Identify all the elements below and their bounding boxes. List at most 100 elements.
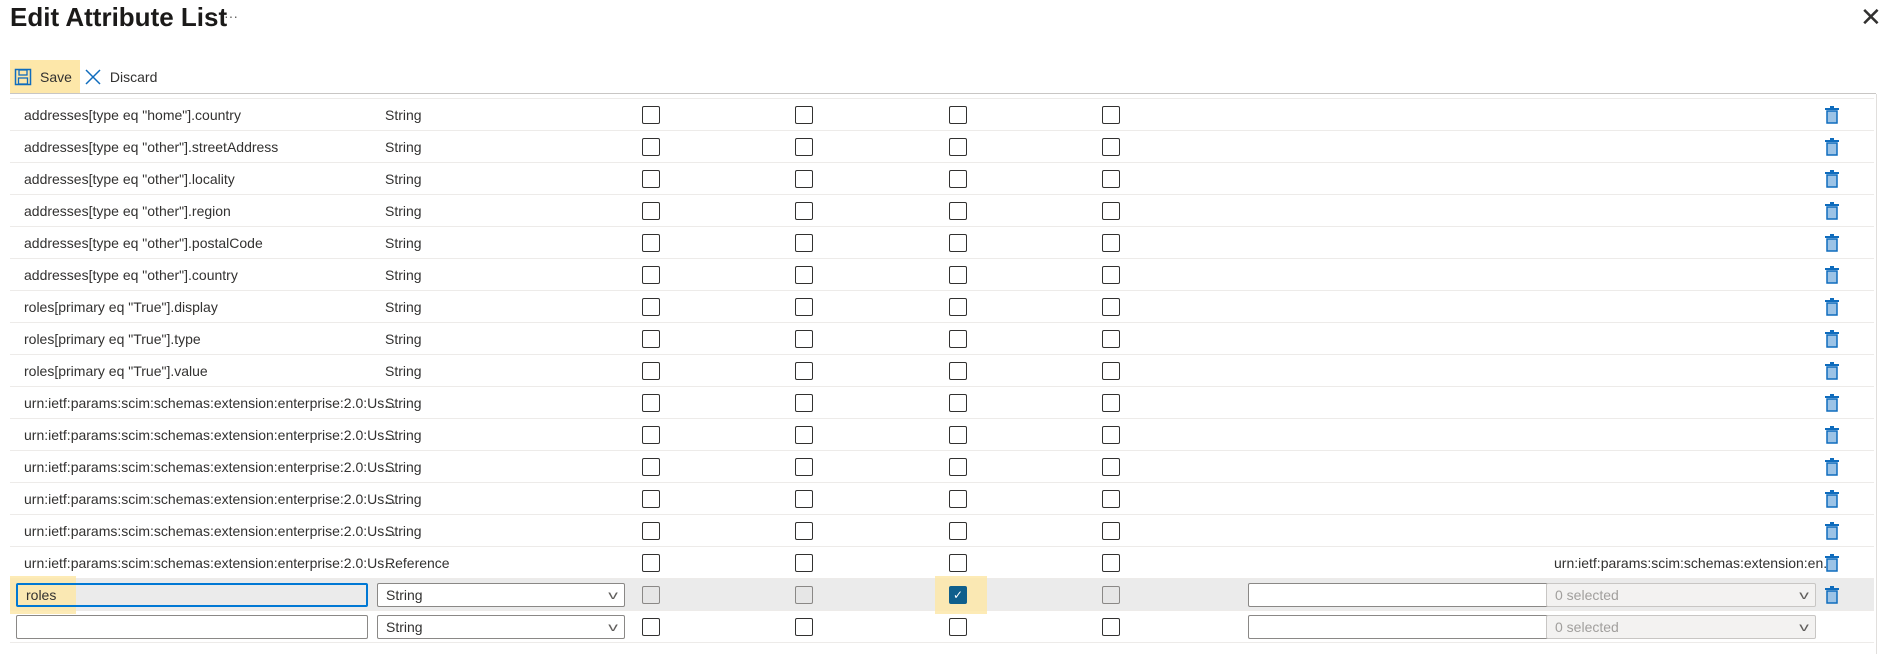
- checkbox-col-3[interactable]: [949, 394, 967, 412]
- checkbox-col-1[interactable]: [642, 426, 660, 444]
- checkbox-col-1[interactable]: [642, 330, 660, 348]
- delete-icon[interactable]: [1824, 195, 1840, 227]
- checkbox-col-3[interactable]: [949, 298, 967, 316]
- checkbox-col-4[interactable]: [1102, 266, 1120, 284]
- checkbox-col-2[interactable]: [795, 298, 813, 316]
- close-button[interactable]: ✕: [1860, 2, 1882, 32]
- delete-icon[interactable]: [1824, 291, 1840, 323]
- checkbox-col-3[interactable]: [949, 458, 967, 476]
- checkbox-col-4[interactable]: [1102, 330, 1120, 348]
- checkbox-col-4[interactable]: [1102, 138, 1120, 156]
- checkbox-col-4[interactable]: [1102, 170, 1120, 188]
- delete-icon[interactable]: [1824, 451, 1840, 483]
- checkbox-col-1[interactable]: [642, 490, 660, 508]
- delete-icon[interactable]: [1824, 131, 1840, 163]
- delete-icon[interactable]: [1824, 259, 1840, 291]
- delete-icon[interactable]: [1824, 515, 1840, 547]
- checkbox-col-1[interactable]: [642, 106, 660, 124]
- save-button[interactable]: Save: [10, 60, 80, 93]
- checkbox-col-2[interactable]: [795, 202, 813, 220]
- checkbox-col-2[interactable]: [795, 170, 813, 188]
- delete-icon[interactable]: [1824, 163, 1840, 195]
- checkbox-col-3[interactable]: [949, 106, 967, 124]
- checkbox-col-2[interactable]: [795, 586, 813, 604]
- page-title: Edit Attribute List: [10, 2, 228, 32]
- checkbox-col-1[interactable]: [642, 458, 660, 476]
- checkbox-col-3[interactable]: [949, 202, 967, 220]
- checkbox-col-2[interactable]: [795, 330, 813, 348]
- delete-icon[interactable]: [1824, 483, 1840, 515]
- delete-icon[interactable]: [1824, 227, 1840, 259]
- checkbox-col-4[interactable]: [1102, 234, 1120, 252]
- checkbox-col-4[interactable]: [1102, 618, 1120, 636]
- checkbox-col-3[interactable]: [949, 330, 967, 348]
- checkbox-col-4[interactable]: [1102, 522, 1120, 540]
- checkbox-col-2[interactable]: [795, 106, 813, 124]
- checkbox-col-1[interactable]: [642, 362, 660, 380]
- delete-icon[interactable]: [1824, 547, 1840, 579]
- type-select[interactable]: String v: [377, 583, 625, 607]
- default-value-input[interactable]: [1248, 615, 1556, 639]
- delete-icon[interactable]: [1824, 355, 1840, 387]
- checkbox-col-3[interactable]: ✓: [949, 586, 967, 604]
- checkbox-col-2[interactable]: [795, 426, 813, 444]
- attribute-name-input[interactable]: [16, 615, 368, 639]
- checkbox-col-3[interactable]: [949, 426, 967, 444]
- checkbox-col-4[interactable]: [1102, 458, 1120, 476]
- checkbox-col-1[interactable]: [642, 266, 660, 284]
- checkbox-col-1[interactable]: [642, 586, 660, 604]
- checkbox-col-2[interactable]: [795, 234, 813, 252]
- checkbox-col-4[interactable]: [1102, 362, 1120, 380]
- checkbox-col-2[interactable]: [795, 490, 813, 508]
- checkbox-col-1[interactable]: [642, 618, 660, 636]
- checkbox-col-4[interactable]: [1102, 394, 1120, 412]
- delete-icon[interactable]: [1824, 323, 1840, 355]
- checkbox-col-1[interactable]: [642, 298, 660, 316]
- checkbox-col-1[interactable]: [642, 170, 660, 188]
- checkbox-col-2[interactable]: [795, 266, 813, 284]
- checkbox-col-1[interactable]: [642, 202, 660, 220]
- checkbox-col-4[interactable]: [1102, 426, 1120, 444]
- checkbox-col-1[interactable]: [642, 138, 660, 156]
- checkbox-col-3[interactable]: [949, 618, 967, 636]
- scrollbar[interactable]: [1876, 94, 1877, 654]
- attribute-name-input[interactable]: roles: [16, 583, 368, 607]
- attribute-type: String: [385, 203, 422, 219]
- delete-icon[interactable]: [1824, 99, 1840, 131]
- checkbox-col-3[interactable]: [949, 170, 967, 188]
- checkbox-col-4[interactable]: [1102, 490, 1120, 508]
- checkbox-col-4[interactable]: [1102, 202, 1120, 220]
- checkbox-col-3[interactable]: [949, 234, 967, 252]
- checkbox-col-1[interactable]: [642, 522, 660, 540]
- checkbox-col-3[interactable]: [949, 522, 967, 540]
- checkbox-col-2[interactable]: [795, 458, 813, 476]
- referenced-object-select[interactable]: 0 selected v: [1546, 583, 1816, 607]
- checkbox-col-2[interactable]: [795, 394, 813, 412]
- delete-icon[interactable]: [1824, 387, 1840, 419]
- checkbox-col-3[interactable]: [949, 362, 967, 380]
- checkbox-col-3[interactable]: [949, 554, 967, 572]
- referenced-object-select[interactable]: 0 selected v: [1546, 615, 1816, 639]
- checkbox-col-3[interactable]: [949, 266, 967, 284]
- default-value-input[interactable]: [1248, 583, 1556, 607]
- checkbox-col-4[interactable]: [1102, 298, 1120, 316]
- checkbox-col-3[interactable]: [949, 490, 967, 508]
- checkbox-col-3[interactable]: [949, 138, 967, 156]
- discard-button[interactable]: Discard: [80, 60, 165, 93]
- checkbox-col-2[interactable]: [795, 522, 813, 540]
- checkbox-col-1[interactable]: [642, 234, 660, 252]
- checkbox-col-1[interactable]: [642, 554, 660, 572]
- checkbox-col-2[interactable]: [795, 138, 813, 156]
- type-select[interactable]: String v: [377, 615, 625, 639]
- checkbox-col-4[interactable]: [1102, 106, 1120, 124]
- checkbox-col-4[interactable]: [1102, 586, 1120, 604]
- checkbox-col-2[interactable]: [795, 554, 813, 572]
- delete-icon[interactable]: [1824, 579, 1840, 611]
- save-label: Save: [40, 68, 72, 85]
- checkbox-col-1[interactable]: [642, 394, 660, 412]
- delete-icon[interactable]: [1824, 419, 1840, 451]
- checkbox-col-4[interactable]: [1102, 554, 1120, 572]
- more-options-button[interactable]: ···: [224, 8, 238, 24]
- checkbox-col-2[interactable]: [795, 362, 813, 380]
- checkbox-col-2[interactable]: [795, 618, 813, 636]
